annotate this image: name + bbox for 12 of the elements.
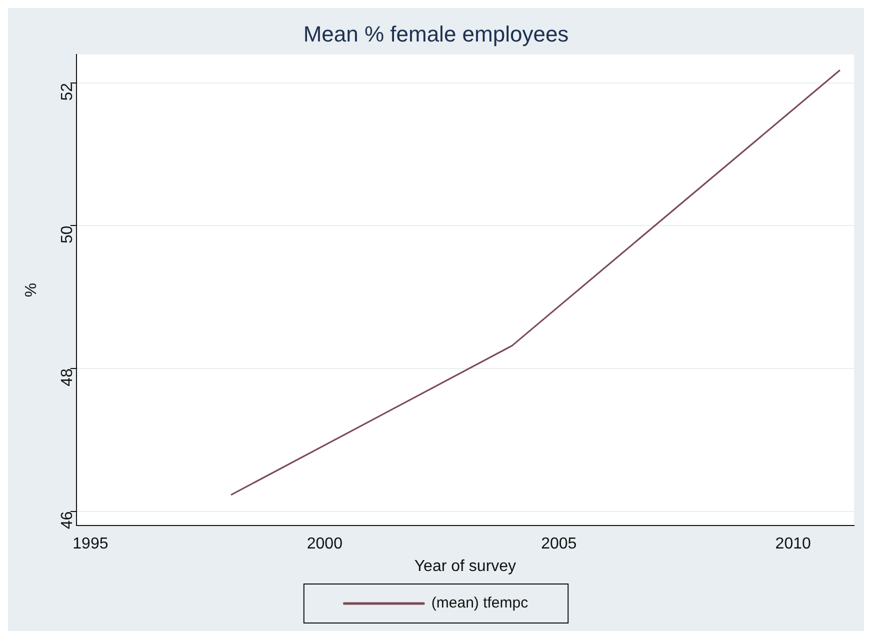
y-tick-label: 52 — [58, 82, 76, 101]
x-tick-label: 1995 — [72, 536, 108, 553]
x-tick-label: 2010 — [775, 536, 811, 553]
y-tick-label: 50 — [58, 226, 76, 244]
x-tick-label: 2000 — [306, 536, 343, 553]
y-tick-label: 48 — [58, 368, 76, 386]
chart-title: Mean % female employees — [303, 21, 569, 46]
y-tick-label: 46 — [58, 511, 76, 530]
x-axis-title: Year of survey — [414, 558, 516, 575]
y-axis-title: % — [23, 282, 40, 298]
x-tick-label: 2005 — [541, 536, 577, 553]
text: (mean) tfempc — [431, 594, 529, 612]
